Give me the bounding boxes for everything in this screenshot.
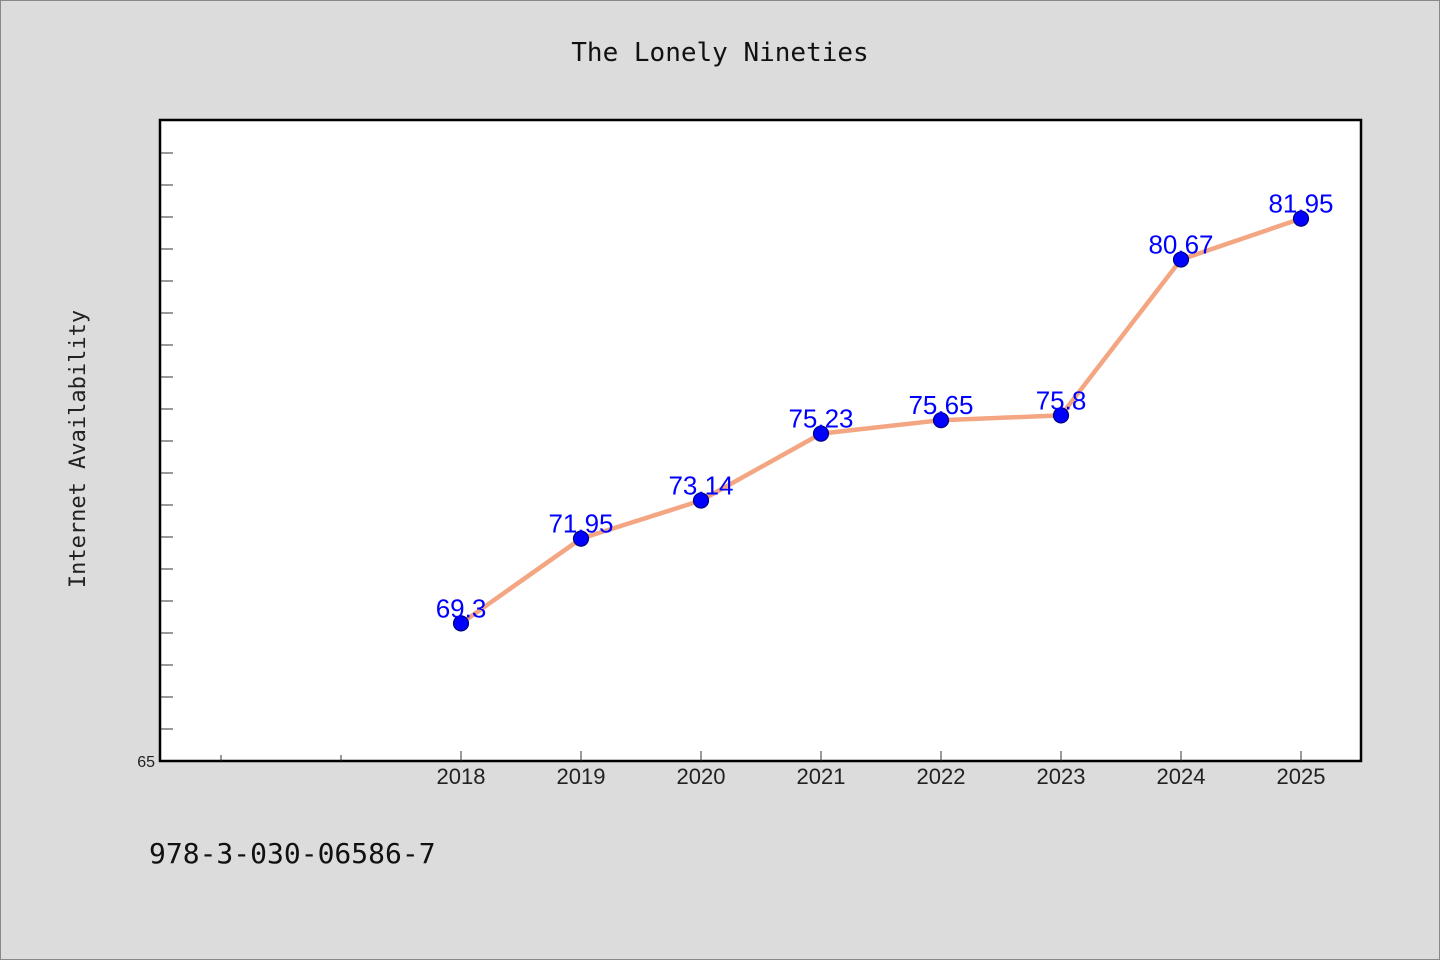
x-tick-label: 2025 <box>1277 764 1326 789</box>
data-point <box>692 492 710 509</box>
y-tick-label: 65 <box>137 754 155 771</box>
data-point <box>572 530 590 547</box>
data-label: 80.67 <box>1148 230 1213 260</box>
x-axis-ticks: 2018 2019 2020 2021 2022 2023 2024 2025 <box>220 751 1326 789</box>
series-line <box>458 216 1304 626</box>
data-label: 71.95 <box>548 509 613 539</box>
data-label: 73.14 <box>668 471 733 501</box>
series-layer <box>452 210 1310 632</box>
chart-title: The Lonely Nineties <box>571 38 868 68</box>
footer-code: 978-3-030-06586-7 <box>149 837 436 870</box>
data-point <box>812 425 830 442</box>
data-point <box>1172 251 1190 268</box>
data-point <box>932 412 950 429</box>
x-tick-label: 2021 <box>797 764 846 789</box>
plot-area <box>158 118 1363 763</box>
x-tick-label: 2023 <box>1037 764 1086 789</box>
data-point <box>452 615 470 632</box>
data-point <box>1292 210 1310 227</box>
data-point <box>1052 407 1070 424</box>
data-label-layer: 69.3 71.95 73.14 75.23 75.65 75.8 80.67 81.95 <box>436 189 1334 624</box>
data-label: 75.8 <box>1036 385 1087 415</box>
y-axis-label: Internet Availability <box>66 310 91 588</box>
y-axis-ticks: 65 <box>137 152 173 771</box>
data-label: 75.23 <box>788 404 853 434</box>
data-label: 69.3 <box>436 593 487 623</box>
data-label: 81.95 <box>1268 189 1333 219</box>
x-tick-label: 2024 <box>1157 764 1206 789</box>
x-tick-label: 2022 <box>917 764 966 789</box>
x-tick-label: 2020 <box>677 764 726 789</box>
data-label: 75.65 <box>908 390 973 420</box>
x-tick-label: 2018 <box>437 764 486 789</box>
x-tick-label: 2019 <box>557 764 606 789</box>
